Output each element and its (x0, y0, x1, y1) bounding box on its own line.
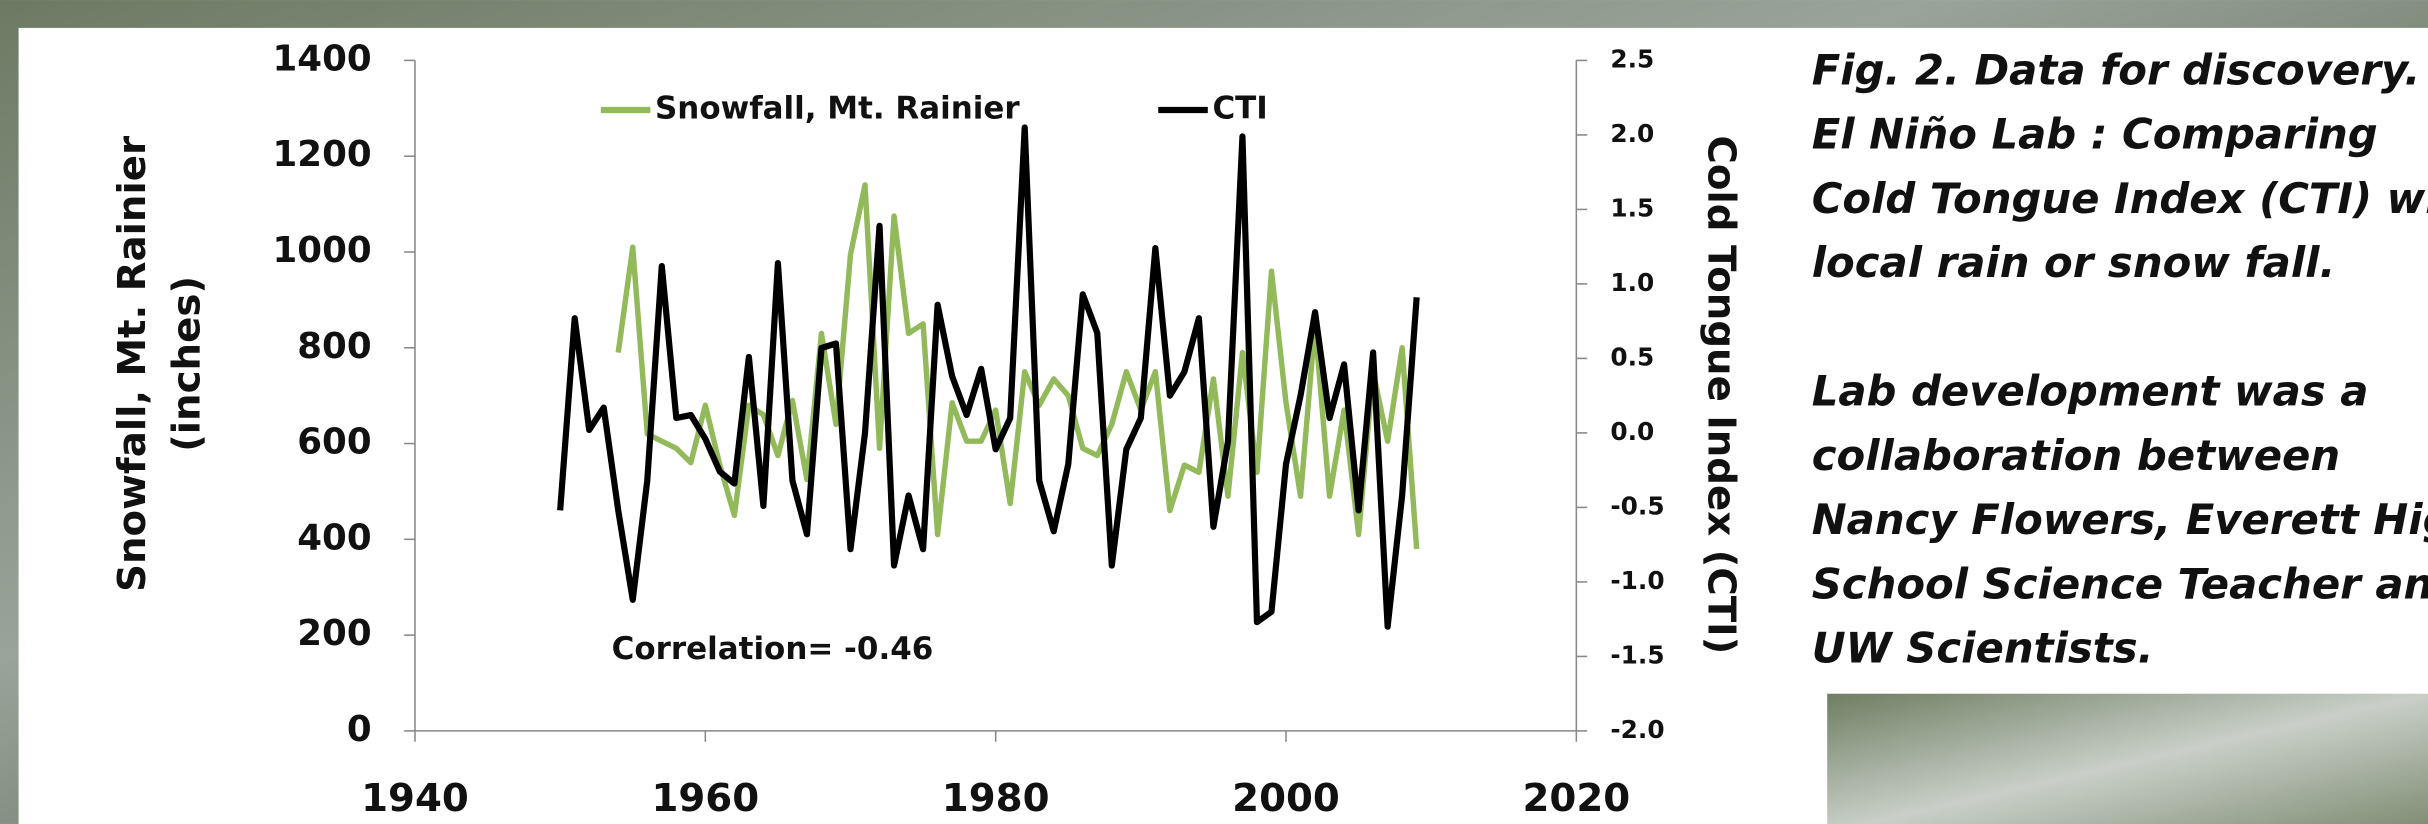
caption-line: collaboration between (1812, 431, 2340, 480)
series-line (557, 124, 1420, 630)
y-tick-label: 200 (297, 613, 371, 654)
x-tick-label: 2000 (1232, 776, 1340, 821)
y-tick-label: 1400 (273, 38, 372, 79)
photo-inset (1827, 693, 2428, 824)
caption-line: local rain or snow fall. (1812, 238, 2336, 287)
panel (18, 27, 2428, 824)
y2-tick-label: 1.5 (1610, 193, 1654, 222)
y2-tick-label: -1.5 (1610, 640, 1664, 669)
y2-tick-label: 0.5 (1610, 342, 1654, 371)
y-tick-label: 1200 (273, 134, 372, 175)
y-axis-label: Snowfall, Mt. Rainier (110, 136, 155, 592)
y2-tick-label: 1.0 (1610, 268, 1654, 297)
caption-line: UW Scientists. (1812, 624, 2154, 673)
y2-tick-label: -1.0 (1610, 566, 1664, 595)
annotation: Correlation= -0.46 (612, 631, 934, 667)
y2-tick-label: -2.0 (1610, 715, 1664, 744)
y2-tick-label: 2.0 (1610, 119, 1654, 148)
caption-line: Fig. 2. Data for discovery. (1812, 45, 2421, 94)
x-tick-label: 1980 (942, 776, 1050, 821)
y2-axis-label: Cold Tongue Index (CTI) (1698, 136, 1743, 655)
x-tick-label: 1940 (361, 776, 469, 821)
caption-line: El Niño Lab : Comparing (1812, 110, 2378, 159)
caption-line: Nancy Flowers, Everett High (1812, 495, 2428, 544)
y2-tick-label: 0.0 (1610, 417, 1654, 446)
x-tick-label: 2020 (1522, 776, 1630, 821)
y2-tick-label: -0.5 (1610, 491, 1664, 520)
y-tick-label: 0 (347, 709, 372, 750)
y2-tick-label: 2.5 (1610, 44, 1654, 73)
y-axis-label: (inches) (164, 276, 209, 452)
x-tick-label: 1960 (651, 776, 759, 821)
y-tick-label: 1000 (273, 230, 372, 271)
y-tick-label: 400 (297, 517, 371, 558)
legend-label: CTI (1212, 90, 1267, 126)
legend-label: Snowfall, Mt. Rainier (655, 90, 1020, 126)
y-tick-label: 800 (297, 326, 371, 367)
caption-line: Lab development was a (1812, 367, 2369, 416)
y-tick-label: 600 (297, 422, 371, 463)
caption-line: School Science Teacher and (1812, 559, 2428, 608)
caption-line: Cold Tongue Index (CTI) with (1812, 174, 2428, 223)
